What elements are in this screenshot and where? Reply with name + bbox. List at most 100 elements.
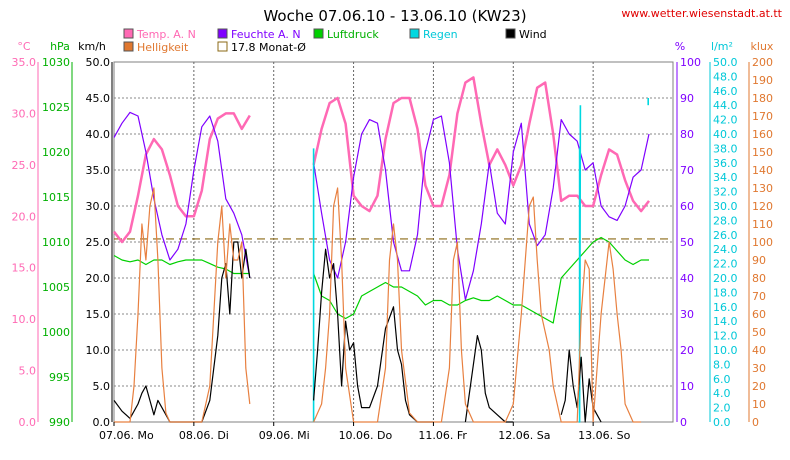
- x-tick-label: 11.06. Fr: [418, 429, 467, 442]
- wind-axis-unit: km/h: [78, 40, 106, 53]
- rain-tick-label: 4.0: [713, 387, 731, 400]
- rain-tick-label: 16.0: [713, 301, 738, 314]
- wind-tick-label: 35.0: [86, 164, 111, 177]
- humidity-tick-label: 50: [680, 236, 694, 249]
- humidity-tick-label: 90: [680, 92, 694, 105]
- axes: 35.030.025.020.015.010.05.00.01030102510…: [12, 56, 774, 429]
- legend-swatch: [217, 28, 228, 39]
- series-line-helligkeit: [114, 187, 251, 423]
- temp-tick-label: 0.0: [19, 416, 37, 429]
- temp-tick-label: 10.0: [12, 313, 37, 326]
- rain-tick-label: 42.0: [713, 114, 738, 127]
- rain-tick-label: 50.0: [713, 56, 738, 69]
- legend-swatch: [123, 28, 134, 39]
- wind-tick-label: 10.0: [86, 344, 111, 357]
- light-tick-label: 130: [752, 182, 773, 195]
- light-tick-label: 190: [752, 74, 773, 87]
- rain-tick-label: 30.0: [713, 200, 738, 213]
- rain-tick-label: 46.0: [713, 85, 738, 98]
- series-line-luftdruck: [313, 236, 649, 324]
- legend-label: Feuchte A. N: [231, 28, 301, 41]
- light-tick-label: 60: [752, 308, 766, 321]
- x-tick-label: 07.06. Mo: [99, 429, 154, 442]
- x-tick-label: 13.06. So: [578, 429, 630, 442]
- light-tick-label: 0: [752, 416, 759, 429]
- rain-tick-label: 44.0: [713, 99, 738, 112]
- rain-tick-label: 24.0: [713, 243, 738, 256]
- wind-tick-label: 25.0: [86, 236, 111, 249]
- legend-swatch: [409, 28, 420, 39]
- rain-tick-label: 36.0: [713, 157, 738, 170]
- temp-tick-label: 30.0: [12, 107, 37, 120]
- light-tick-label: 180: [752, 92, 773, 105]
- legend-swatch: [217, 41, 228, 52]
- light-tick-label: 170: [752, 110, 773, 123]
- legend-label: Temp. A. N: [136, 28, 196, 41]
- pressure-tick-label: 1015: [42, 191, 70, 204]
- pressure-tick-label: 990: [49, 416, 70, 429]
- legend-label: 17.8 Monat-Ø: [231, 41, 306, 54]
- humidity-tick-label: 30: [680, 308, 694, 321]
- rain-axis-unit: l/m²: [711, 40, 733, 53]
- series-line-feuchte-a-n: [113, 111, 251, 279]
- humidity-tick-label: 40: [680, 272, 694, 285]
- series-line-wind: [313, 248, 434, 423]
- rain-tick-label: 10.0: [713, 344, 738, 357]
- pressure-tick-label: 1030: [42, 56, 70, 69]
- light-tick-label: 10: [752, 398, 766, 411]
- x-tick-label: 09.06. Mi: [259, 429, 310, 442]
- rain-tick-label: 40.0: [713, 128, 738, 141]
- rain-tick-label: 26.0: [713, 229, 738, 242]
- series-line-feuchte-a-n: [313, 115, 650, 301]
- humidity-axis-unit: %: [675, 40, 685, 53]
- rain-tick-label: 22.0: [713, 258, 738, 271]
- x-axis-labels: 07.06. Mo 08.06. Di 09.06. Mi 10.06. Do 11.0…: [99, 422, 631, 442]
- rain-tick-label: 14.0: [713, 315, 738, 328]
- legend-label: Helligkeit: [137, 41, 189, 54]
- light-tick-label: 50: [752, 326, 766, 339]
- pressure-tick-label: 1010: [42, 236, 70, 249]
- rain-tick-label: 6.0: [713, 373, 731, 386]
- temp-tick-label: 15.0: [12, 262, 37, 275]
- temp-tick-label: 35.0: [12, 56, 37, 69]
- legend-label: Luftdruck: [327, 28, 379, 41]
- rain-tick-label: 28.0: [713, 214, 738, 227]
- rain-tick-label: 0.0: [713, 416, 731, 429]
- legend-swatch: [313, 28, 324, 39]
- pressure-axis-unit: hPa: [50, 40, 70, 53]
- humidity-tick-label: 0: [680, 416, 687, 429]
- series-line-wind: [113, 241, 251, 423]
- light-axis-unit: klux: [751, 40, 774, 53]
- pressure-tick-label: 1005: [42, 281, 70, 294]
- rain-tick-label: 48.0: [713, 70, 738, 83]
- wind-tick-label: 0.0: [93, 416, 111, 429]
- wind-tick-label: 5.0: [93, 380, 111, 393]
- temp-axis-unit: °C: [17, 40, 31, 53]
- temp-tick-label: 25.0: [12, 159, 37, 172]
- wind-tick-label: 40.0: [86, 128, 111, 141]
- legend-swatch: [505, 28, 516, 39]
- x-tick-label: 12.06. Sa: [498, 429, 550, 442]
- humidity-tick-label: 70: [680, 164, 694, 177]
- series: [113, 76, 673, 423]
- light-tick-label: 200: [752, 56, 773, 69]
- light-tick-label: 70: [752, 290, 766, 303]
- legend-swatch: [123, 41, 134, 52]
- wind-tick-label: 30.0: [86, 200, 111, 213]
- humidity-tick-label: 20: [680, 344, 694, 357]
- series-line-temp-a-n: [312, 76, 650, 213]
- light-tick-label: 140: [752, 164, 773, 177]
- source-url: www.wetter.wiesenstadt.at.tt: [621, 7, 782, 20]
- humidity-tick-label: 100: [680, 56, 701, 69]
- light-tick-label: 20: [752, 380, 766, 393]
- temp-tick-label: 5.0: [19, 365, 37, 378]
- series-line-regen: [578, 105, 582, 423]
- pressure-tick-label: 1020: [42, 146, 70, 159]
- pressure-tick-label: 1025: [42, 101, 70, 114]
- humidity-tick-label: 60: [680, 200, 694, 213]
- pressure-tick-label: 1000: [42, 326, 70, 339]
- wind-tick-label: 50.0: [86, 56, 111, 69]
- rain-tick-label: 8.0: [713, 358, 731, 371]
- series-line-temp-a-n: [113, 112, 251, 244]
